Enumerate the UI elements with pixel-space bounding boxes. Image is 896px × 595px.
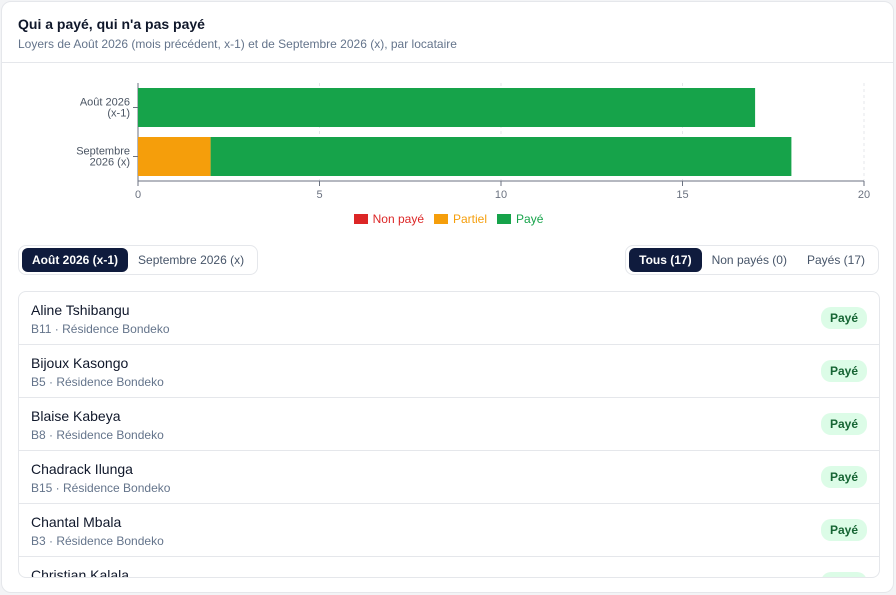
x-tick-label: 0 <box>135 189 141 201</box>
x-tick-label: 20 <box>858 189 870 201</box>
tenant-name: Chadrack Ilunga <box>31 461 133 477</box>
chart-legend: Non payé Partiel Payé <box>2 212 893 226</box>
payment-chart-svg: 0 5 10 15 20 Août 2026 (x-1) Septembre 2026 (x) <box>76 83 870 201</box>
filter-button[interactable]: Payés (17) <box>806 253 865 267</box>
status-badge: Payé <box>820 360 867 382</box>
legend-item: Payé <box>497 212 543 226</box>
status-badge: Payé <box>820 413 867 435</box>
tenant-name: Aline Tshibangu <box>31 302 130 318</box>
status-badge: Payé <box>820 307 867 329</box>
legend-swatch <box>353 214 368 224</box>
legend-label: Non payé <box>372 212 424 226</box>
legend-label: Partiel <box>453 212 488 226</box>
filter-button[interactable]: Tous (17) <box>629 248 702 272</box>
payment-chart: 0 5 10 15 20 Août 2026 (x-1) Septembre 2026 (x) … <box>2 64 893 244</box>
tenant-unit: B5 · Résidence Bondeko <box>31 375 164 389</box>
month-tab[interactable]: Septembre 2026 (x) <box>138 253 245 267</box>
tenant-row[interactable]: Aline Tshibangu B11 · Résidence Bondeko Pa… <box>19 292 879 345</box>
filter-button[interactable]: Non payés (0) <box>711 253 787 267</box>
bar-segment <box>210 137 792 176</box>
tenant-name: Bijoux Kasongo <box>31 355 129 371</box>
legend-item: Partiel <box>434 212 487 226</box>
tenant-unit: B11 · Résidence Bondeko <box>31 322 170 336</box>
bar-segment <box>138 137 211 176</box>
x-tick-label: 5 <box>316 189 322 201</box>
tenant-unit: B8 · Résidence Bondeko <box>31 428 164 442</box>
tenant-unit: B3 · Résidence Bondeko <box>31 534 164 548</box>
month-tab[interactable]: Août 2026 (x-1) <box>22 248 129 272</box>
card-title: Qui a payé, qui n'a pas payé <box>18 16 205 32</box>
status-badge: Payé <box>820 519 867 541</box>
month-tabs: Août 2026 (x-1) Septembre 2026 (x) <box>18 245 259 275</box>
status-badge: Payé <box>820 466 867 488</box>
tenant-row[interactable]: Blaise Kabeya B8 · Résidence Bondeko Payé <box>19 398 879 451</box>
legend-swatch <box>434 214 448 224</box>
legend-item: Non payé <box>353 212 424 226</box>
status-badge: Payé <box>820 572 867 577</box>
tenant-row[interactable]: Christian Kalala Payé <box>19 557 879 578</box>
tenant-name: Chantal Mbala <box>31 514 122 530</box>
legend-swatch <box>497 214 512 224</box>
x-tick-label: 10 <box>495 189 507 201</box>
tenant-unit: B15 · Résidence Bondeko <box>31 481 171 495</box>
legend-label: Payé <box>516 212 544 226</box>
x-tick-label: 15 <box>676 189 688 201</box>
bar-segment <box>138 88 756 127</box>
status-filters: Tous (17) Non payés (0) Payés (17) <box>625 245 879 275</box>
tenant-row[interactable]: Chantal Mbala B3 · Résidence Bondeko Payé <box>19 504 879 557</box>
y-tick-label: Septembre 2026 (x) <box>76 146 130 169</box>
tenant-row[interactable]: Bijoux Kasongo B5 · Résidence Bondeko Payé <box>19 345 879 398</box>
tenant-row[interactable]: Chadrack Ilunga B15 · Résidence Bondeko Pa… <box>19 451 879 504</box>
y-tick-label: Août 2026 (x-1) <box>80 97 130 120</box>
card-subtitle: Loyers de Août 2026 (mois précédent, x-1… <box>18 37 457 51</box>
card-header: Qui a payé, qui n'a pas payé Loyers de A… <box>2 2 893 63</box>
tenant-name: Blaise Kabeya <box>31 408 121 424</box>
tenant-list: Aline Tshibangu B11 · Résidence Bondeko Pa… <box>18 291 880 578</box>
tenant-name: Christian Kalala <box>31 567 130 578</box>
